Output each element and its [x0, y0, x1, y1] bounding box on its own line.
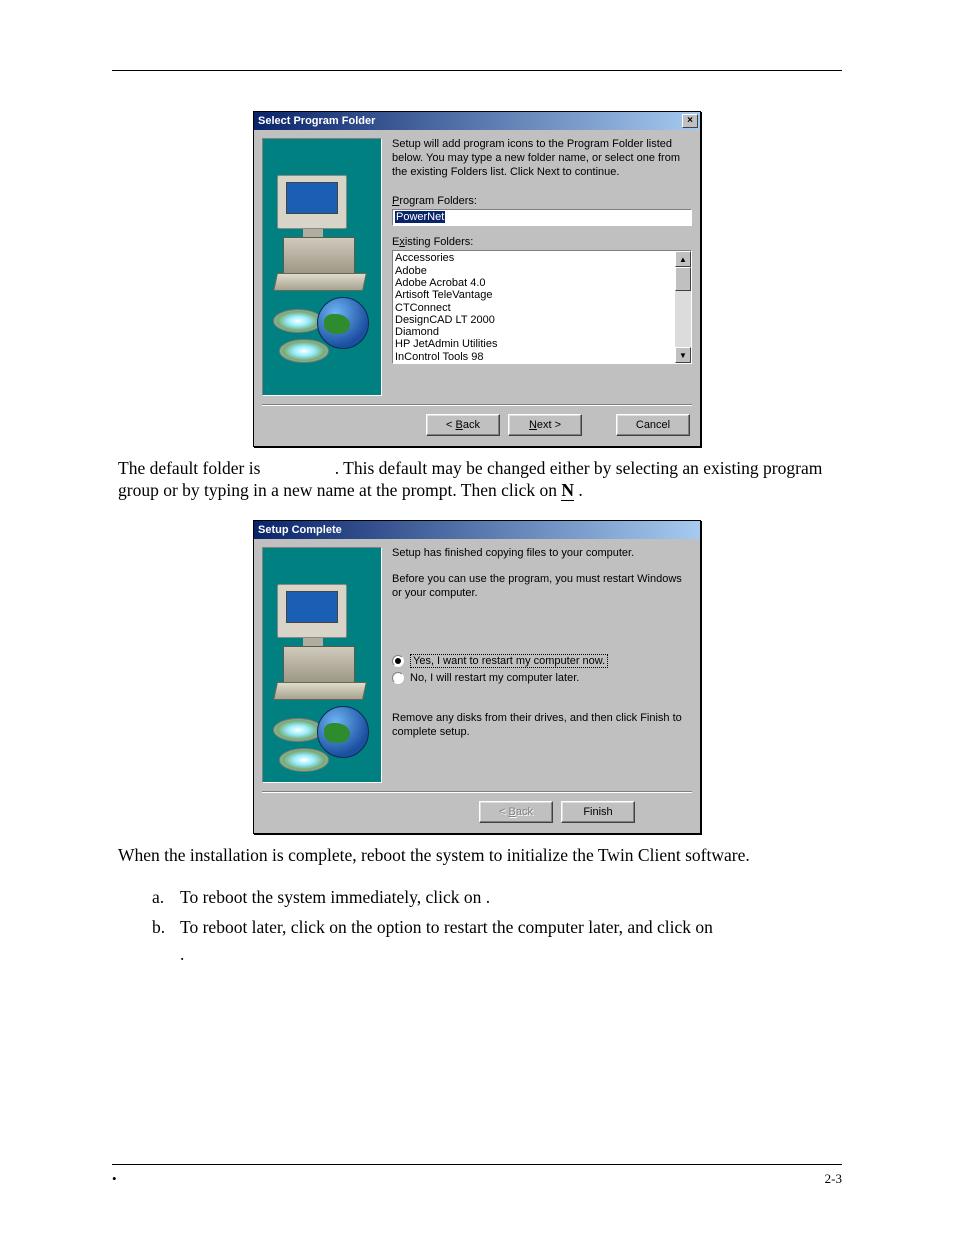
- select-program-folder-dialog: Select Program Folder × Setup will add p…: [253, 111, 701, 447]
- list-item[interactable]: InControl Tools 98: [395, 351, 673, 363]
- bullet-icon: •: [112, 1171, 117, 1186]
- titlebar: Select Program Folder ×: [254, 112, 700, 130]
- program-folder-input[interactable]: PowerNet: [392, 209, 692, 226]
- finish-button[interactable]: Finish: [561, 801, 635, 823]
- dialog-body: Setup has finished copying files to your…: [254, 539, 700, 791]
- list-item-a: a.To reboot the system immediately, clic…: [152, 884, 842, 910]
- radio-label: Yes, I want to restart my computer now.: [410, 654, 608, 668]
- complete-line1: Setup has finished copying files to your…: [392, 547, 692, 559]
- ordered-list: a.To reboot the system immediately, clic…: [152, 884, 842, 967]
- list-item[interactable]: HP JetAdmin Utilities: [395, 338, 673, 350]
- list-item[interactable]: DesignCAD LT 2000: [395, 314, 673, 326]
- page: Select Program Folder × Setup will add p…: [0, 0, 954, 1235]
- next-button[interactable]: Next >: [508, 414, 582, 436]
- instructions: Setup will add program icons to the Prog…: [392, 138, 692, 179]
- scroll-thumb[interactable]: [675, 267, 691, 291]
- right-pane: Setup will add program icons to the Prog…: [392, 138, 692, 396]
- listbox-content: Accessories Adobe Adobe Acrobat 4.0 Arti…: [393, 251, 675, 363]
- body-paragraph-1: The default folder is PowerNet. This def…: [112, 457, 842, 502]
- program-folders-label: Program Folders:: [392, 195, 692, 207]
- footer: • 2-3: [112, 1164, 842, 1187]
- back-button: < Back: [479, 801, 553, 823]
- dialog-body: Setup will add program icons to the Prog…: [254, 130, 700, 404]
- button-row: < Back Finish: [254, 793, 700, 833]
- page-number: 2-3: [825, 1171, 842, 1187]
- radio-icon: [392, 655, 404, 667]
- setup-complete-dialog: Setup Complete Setup has finished copyin…: [253, 520, 701, 834]
- back-button[interactable]: < Back: [426, 414, 500, 436]
- cancel-button[interactable]: Cancel: [616, 414, 690, 436]
- right-pane: Setup has finished copying files to your…: [392, 547, 692, 783]
- list-item[interactable]: Diamond: [395, 326, 673, 338]
- wizard-graphic: [262, 138, 382, 396]
- list-item[interactable]: Adobe Acrobat 4.0: [395, 277, 673, 289]
- scrollbar[interactable]: ▲ ▼: [675, 251, 691, 363]
- list-item[interactable]: Accessories: [395, 252, 673, 264]
- radio-restart-now[interactable]: Yes, I want to restart my computer now.: [392, 654, 692, 668]
- radio-restart-later[interactable]: No, I will restart my computer later.: [392, 672, 692, 684]
- complete-line2: Before you can use the program, you must…: [392, 573, 692, 601]
- list-item[interactable]: Artisoft TeleVantage: [395, 289, 673, 301]
- top-rule: [112, 70, 842, 71]
- existing-folders-listbox[interactable]: Accessories Adobe Adobe Acrobat 4.0 Arti…: [392, 250, 692, 364]
- titlebar: Setup Complete: [254, 521, 700, 539]
- list-item-b: b.To reboot later, click on the option t…: [152, 914, 842, 967]
- wizard-graphic: [262, 547, 382, 783]
- dialog-title: Select Program Folder: [258, 115, 375, 127]
- radio-icon: [392, 672, 404, 684]
- button-row: < Back Next > Cancel: [254, 406, 700, 446]
- radio-label: No, I will restart my computer later.: [410, 672, 579, 684]
- list-item[interactable]: Adobe: [395, 265, 673, 277]
- list-item[interactable]: CTConnect: [395, 302, 673, 314]
- dialog-title: Setup Complete: [258, 524, 342, 536]
- close-icon[interactable]: ×: [682, 114, 698, 128]
- scroll-down-icon[interactable]: ▼: [675, 347, 691, 363]
- scroll-up-icon[interactable]: ▲: [675, 251, 691, 267]
- body-paragraph-2: When the installation is complete, reboo…: [112, 844, 842, 866]
- complete-line3: Remove any disks from their drives, and …: [392, 712, 692, 740]
- existing-folders-label: Existing Folders:: [392, 236, 692, 248]
